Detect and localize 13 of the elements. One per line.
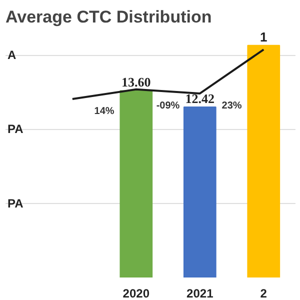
- chart-title: Average CTC Distribution: [6, 8, 212, 26]
- annotation: 23%: [222, 100, 242, 112]
- annotation: PA: [8, 196, 24, 210]
- x-tick-label: 2: [260, 286, 268, 300]
- x-tick-label: 2020: [122, 286, 150, 300]
- annotation: -09%: [156, 100, 180, 112]
- annotation: 14%: [94, 106, 114, 117]
- x-tick-label: 2021: [186, 286, 214, 300]
- data-label: 12.42: [185, 90, 215, 106]
- annotation: PA: [8, 122, 24, 136]
- data-label: 13.60: [122, 74, 151, 90]
- annotation: 1: [260, 29, 268, 44]
- annotation: A: [8, 48, 16, 62]
